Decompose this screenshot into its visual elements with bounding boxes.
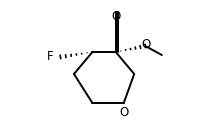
Text: O: O — [119, 106, 128, 119]
Text: O: O — [141, 38, 150, 51]
Text: O: O — [111, 10, 120, 23]
Text: F: F — [47, 51, 54, 64]
